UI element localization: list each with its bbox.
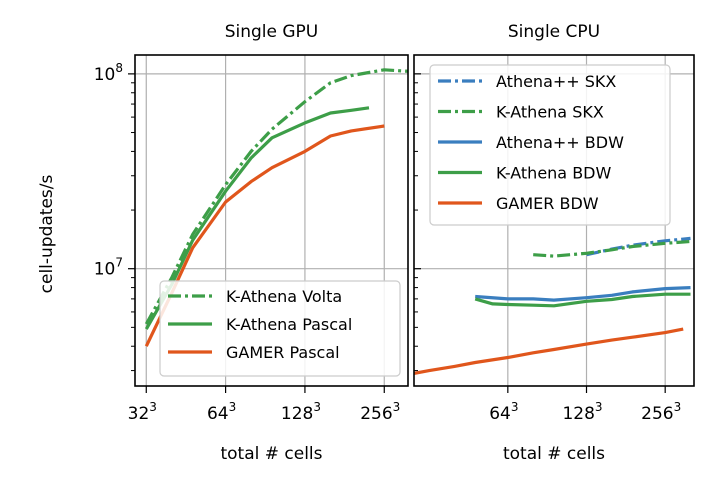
y-axis-label: cell-updates/s — [37, 174, 57, 293]
panel-single-cpu: 643 1283 2563 Single CPU total # cells Athena… — [413, 22, 695, 464]
legend-label: K-Athena Pascal — [226, 315, 352, 334]
series-line — [586, 236, 691, 257]
chart-panels: 107 108 323 643 1283 2563 Single GPU total # ce… — [94, 22, 695, 464]
series-group — [414, 236, 691, 375]
x-axis-label: total # cells — [220, 444, 322, 464]
x-tick-label: 643 — [207, 400, 236, 424]
x-tick-label: 1283 — [281, 400, 321, 424]
series-line — [144, 106, 370, 330]
legend-label: K-Athena Volta — [226, 287, 342, 306]
legend-label: Athena++ BDW — [496, 133, 624, 152]
panel-title: Single CPU — [508, 22, 600, 42]
panel-single-gpu: 107 108 323 643 1283 2563 Single GPU total # ce… — [94, 22, 409, 464]
y-tick-label: 107 — [94, 256, 123, 280]
x-tick-label: 1283 — [562, 400, 602, 424]
plot-frame — [413, 54, 695, 387]
plot-frame — [134, 54, 409, 387]
legend-label: GAMER BDW — [496, 194, 599, 213]
x-tick-label: 2563 — [360, 400, 400, 424]
series-line — [533, 239, 691, 258]
legend: K-Athena Volta K-Athena Pascal GAMER Pasca… — [159, 280, 401, 377]
legend-label: K-Athena BDW — [496, 164, 611, 183]
series-line — [144, 68, 408, 325]
legend: Athena++ SKX K-Athena SKX Athena++ BDW K-At… — [429, 64, 671, 226]
legend-frame — [159, 280, 401, 377]
x-tick-label: 323 — [128, 400, 157, 424]
series-line — [414, 327, 684, 375]
legend-frame — [429, 64, 671, 226]
legend-label: GAMER Pascal — [226, 343, 340, 362]
panel-title: Single GPU — [225, 22, 319, 42]
series-line — [475, 286, 691, 302]
series-line — [474, 292, 691, 308]
series-line — [144, 124, 385, 347]
legend-label: K-Athena SKX — [496, 103, 604, 122]
x-tick-label: 2563 — [641, 400, 681, 424]
y-tick-label: 108 — [94, 61, 123, 85]
x-tick-label: 643 — [489, 400, 518, 424]
legend-label: Athena++ SKX — [496, 72, 616, 91]
x-axis-label: total # cells — [503, 444, 605, 464]
series-group — [144, 68, 408, 347]
